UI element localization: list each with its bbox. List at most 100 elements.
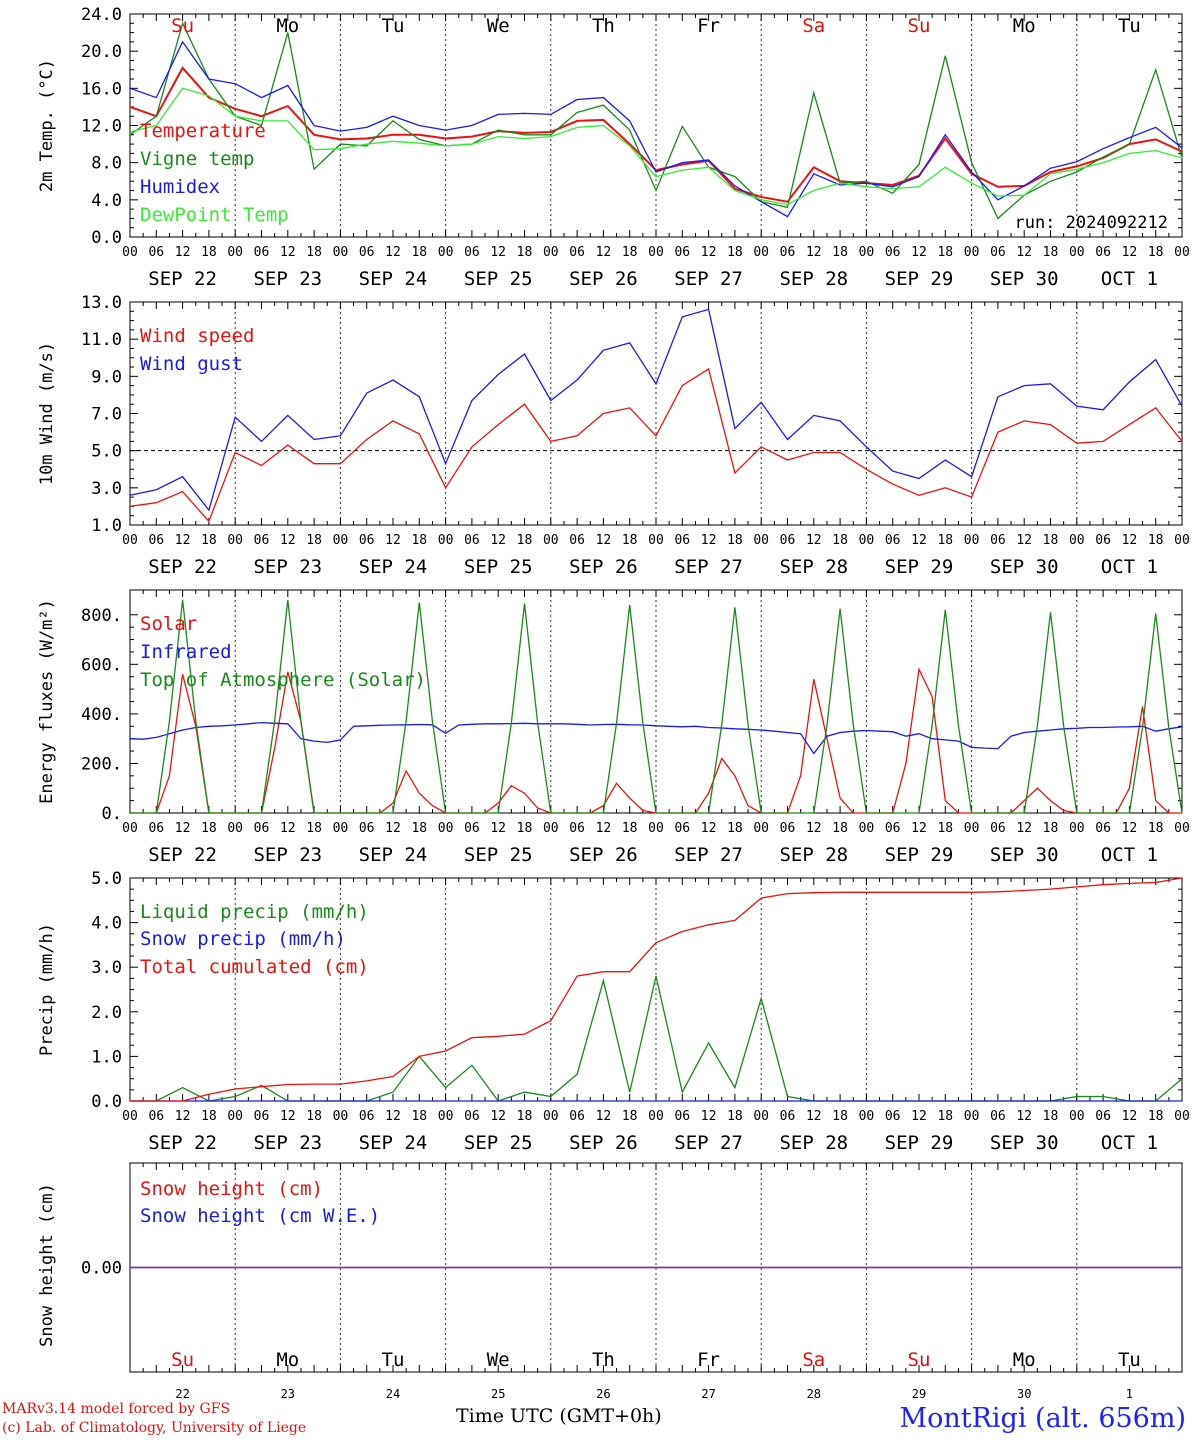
y-tick-label: 24.0 — [81, 5, 122, 25]
hour-tick-label: 12 — [280, 821, 296, 836]
hour-tick-label: 18 — [517, 1109, 533, 1124]
y-tick-label: 4.0 — [91, 191, 122, 211]
date-label: SEP 24 — [359, 556, 428, 578]
hour-tick-label: 18 — [306, 1109, 322, 1124]
hour-tick-label: 00 — [227, 821, 243, 836]
hour-tick-label: 00 — [333, 821, 349, 836]
hour-tick-label: 00 — [1069, 1109, 1085, 1124]
hour-tick-label: 12 — [911, 245, 927, 260]
hour-tick-label: 00 — [648, 533, 664, 548]
hour-tick-label: 18 — [201, 245, 217, 260]
y-axis-label: Precip (mm/h) — [37, 923, 57, 1056]
legend-entry: Snow height (cm) — [140, 1178, 323, 1200]
hour-tick-label: 18 — [201, 821, 217, 836]
date-number: 25 — [491, 1387, 505, 1401]
hour-tick-label: 06 — [885, 821, 901, 836]
hour-tick-label: 06 — [464, 533, 480, 548]
hour-tick-label: 12 — [806, 533, 822, 548]
hour-tick-label: 12 — [1016, 245, 1032, 260]
hour-tick-label: 00 — [1069, 533, 1085, 548]
day-label: Tu — [1118, 1349, 1141, 1371]
hour-tick-label: 18 — [832, 533, 848, 548]
hour-tick-label: 00 — [648, 821, 664, 836]
hour-tick-label: 18 — [306, 533, 322, 548]
hour-tick-label: 18 — [727, 821, 743, 836]
date-number: 23 — [281, 1387, 295, 1401]
hour-tick-label: 12 — [701, 821, 717, 836]
hour-tick-label: 12 — [911, 1109, 927, 1124]
hour-tick-label: 00 — [859, 1109, 875, 1124]
day-label: Tu — [1118, 15, 1141, 37]
day-label: Fr — [697, 15, 720, 37]
y-tick-label: 0. — [102, 804, 122, 824]
hour-tick-label: 18 — [517, 245, 533, 260]
y-tick-label: 4.0 — [91, 914, 122, 934]
date-label: SEP 30 — [990, 268, 1059, 290]
hour-tick-label: 00 — [122, 533, 138, 548]
date-label: SEP 22 — [148, 844, 217, 866]
legend-entry: Total cumulated (cm) — [140, 956, 369, 978]
day-label: Tu — [382, 1349, 405, 1371]
hour-tick-label: 00 — [753, 245, 769, 260]
legend-entry: Humidex — [140, 176, 220, 198]
hour-tick-label: 06 — [990, 821, 1006, 836]
date-label: SEP 23 — [253, 1132, 322, 1154]
y-tick-label: 1.0 — [91, 516, 122, 536]
date-label: SEP 29 — [885, 556, 954, 578]
y-tick-label: 3.0 — [91, 479, 122, 499]
panel-2: 1.0 3.0 5.0 7.0 9.0 11.0 13.0 10m Wind (m/s) Win… — [37, 293, 1190, 578]
hour-tick-label: 00 — [333, 1109, 349, 1124]
hour-tick-label: 00 — [859, 533, 875, 548]
hour-tick-label: 06 — [990, 245, 1006, 260]
y-tick-label: 12.0 — [81, 117, 122, 137]
date-number: 22 — [175, 1387, 189, 1401]
legend-entry: Vigne temp — [140, 148, 254, 170]
hour-tick-label: 18 — [411, 821, 427, 836]
hour-tick-label: 12 — [596, 1109, 612, 1124]
station-label: MontRigi (alt. 656m) — [899, 1403, 1186, 1434]
hour-tick-label: 00 — [438, 1109, 454, 1124]
hour-tick-label: 12 — [701, 245, 717, 260]
hour-tick-label: 06 — [1095, 1109, 1111, 1124]
hour-tick-label: 00 — [122, 1109, 138, 1124]
hour-tick-label: 12 — [806, 821, 822, 836]
hour-tick-label: 12 — [701, 533, 717, 548]
hour-tick-label: 06 — [674, 821, 690, 836]
hour-tick-label: 18 — [1148, 821, 1164, 836]
y-tick-label: 400. — [81, 705, 122, 725]
hour-tick-label: 06 — [885, 245, 901, 260]
hour-tick-label: 18 — [1148, 245, 1164, 260]
hour-tick-label: 06 — [569, 245, 585, 260]
hour-tick-label: 06 — [254, 821, 270, 836]
hour-tick-label: 06 — [1095, 245, 1111, 260]
hour-tick-label: 06 — [148, 245, 164, 260]
day-label: Mo — [1013, 1349, 1036, 1371]
legend-entry: Top of Atmosphere (Solar) — [140, 669, 426, 691]
date-label: SEP 22 — [148, 556, 217, 578]
hour-tick-label: 00 — [543, 533, 559, 548]
series-line — [129, 308, 1183, 512]
hour-tick-label: 00 — [648, 1109, 664, 1124]
hour-tick-label: 18 — [201, 533, 217, 548]
hour-tick-label: 18 — [832, 1109, 848, 1124]
hour-tick-label: 06 — [254, 533, 270, 548]
hour-tick-label: 12 — [911, 821, 927, 836]
hour-tick-label: 12 — [596, 533, 612, 548]
hour-tick-label: 00 — [859, 245, 875, 260]
hour-tick-label: 06 — [674, 245, 690, 260]
date-label: SEP 28 — [779, 1132, 848, 1154]
hour-tick-label: 18 — [1043, 821, 1059, 836]
hour-tick-label: 00 — [1069, 821, 1085, 836]
hour-tick-label: 18 — [1043, 245, 1059, 260]
date-label: SEP 22 — [148, 268, 217, 290]
date-label: SEP 29 — [885, 1132, 954, 1154]
hour-tick-label: 06 — [780, 821, 796, 836]
hour-tick-label: 18 — [517, 533, 533, 548]
hour-tick-label: 06 — [885, 533, 901, 548]
hour-tick-label: 12 — [596, 245, 612, 260]
hour-tick-label: 18 — [622, 533, 638, 548]
date-number: 27 — [701, 1387, 715, 1401]
run-annotation: run: 2024092212 — [1014, 213, 1168, 233]
day-label: Mo — [1013, 15, 1036, 37]
series-line — [129, 21, 1183, 220]
